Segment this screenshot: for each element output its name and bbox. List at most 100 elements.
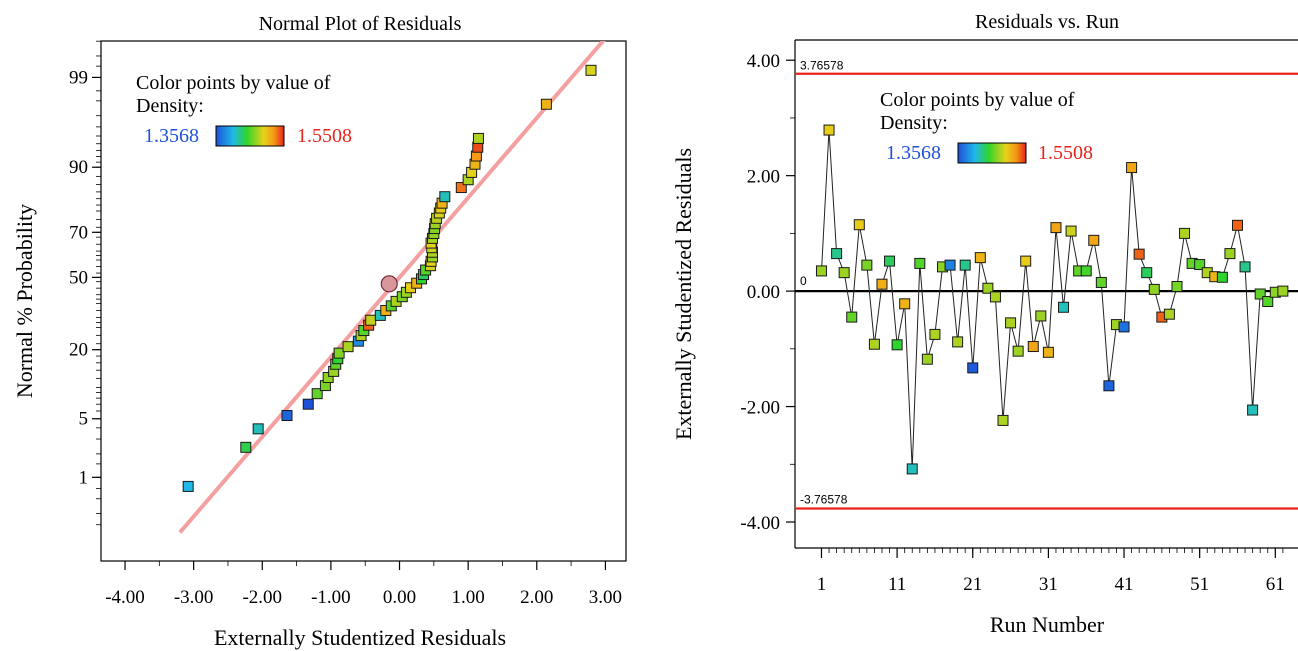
run-point (929, 328, 941, 340)
normal-y-tick-label: 50 (69, 267, 88, 288)
run-point (1012, 345, 1024, 357)
run-point (921, 353, 933, 365)
run-point (891, 339, 903, 351)
run-y-tick-label: 4.00 (747, 51, 780, 72)
run-y-tick-label: 2.00 (747, 167, 780, 188)
run-point (1194, 259, 1206, 271)
normal-point (311, 388, 323, 400)
normal-x-tick-label: 3.00 (589, 587, 622, 608)
normal-x-ticks: -4.00 -3.00 -2.00 -1.00 0.00 1.00 2.00 3.00 (105, 561, 622, 608)
normal-point (302, 398, 314, 410)
normal-x-tick-label: 2.00 (520, 587, 553, 608)
normal-point (333, 347, 345, 359)
normal-y-ticks: 1 5 20 50 70 90 99 (69, 40, 101, 526)
run-plot-title: Residuals vs. Run (975, 11, 1119, 33)
normal-point (365, 314, 377, 326)
normal-legend-min: 1.3568 (144, 125, 199, 147)
run-point (989, 291, 1001, 303)
run-zero-label: 0 (800, 274, 807, 288)
run-point (876, 278, 888, 290)
run-x-ticks: 1 11 21 31 41 51 61 (817, 548, 1285, 595)
run-y-axis-label: Externally Studentized Residuals (671, 148, 696, 440)
run-legend-min: 1.3568 (886, 142, 941, 164)
normal-plot-chart: Normal Plot of Residuals 1 5 20 50 70 90 99 -4… (12, 13, 627, 650)
normal-x-tick-label: -2.00 (242, 587, 282, 608)
run-density-legend: Color points by value of Density: 1.3568… (880, 89, 1093, 164)
normal-plot-frame (100, 40, 627, 562)
run-x-tick-label: 31 (1039, 574, 1058, 595)
run-legend-max: 1.5508 (1038, 142, 1093, 164)
run-x-tick-label: 21 (963, 574, 982, 595)
normal-y-axis-label: Normal % Probability (12, 204, 37, 398)
normal-x-tick-label: 1.00 (452, 587, 485, 608)
run-point (982, 282, 994, 294)
normal-x-axis-label: Externally Studentized Residuals (214, 625, 506, 650)
run-point (823, 124, 835, 136)
normal-point (240, 441, 252, 453)
run-point (1247, 404, 1259, 416)
run-legend-title-line1: Color points by value of (880, 89, 1075, 111)
run-point (861, 259, 873, 271)
run-point (1277, 285, 1289, 297)
run-point (1254, 288, 1266, 300)
normal-density-legend: Color points by value of Density: 1.3568… (136, 72, 352, 147)
run-point (884, 255, 896, 267)
run-point (1088, 234, 1100, 246)
normal-point (472, 132, 484, 144)
normal-x-tick-label: 0.00 (383, 587, 416, 608)
run-series (815, 124, 1289, 475)
run-point (1133, 248, 1145, 260)
normal-fit-line-group (178, 41, 606, 534)
normal-point (342, 341, 354, 353)
run-y-ticks: -4.00 -2.00 0.00 2.00 4.00 (740, 51, 795, 534)
run-point (815, 265, 827, 277)
run-point (1080, 265, 1092, 277)
residuals-vs-run-chart: Residuals vs. Run -4.00 -2.00 0.00 2.00 4.00… (671, 11, 1298, 637)
run-point (1224, 248, 1236, 260)
run-point (1216, 271, 1228, 283)
normal-x-tick-label: -3.00 (174, 587, 214, 608)
run-point (1027, 341, 1039, 353)
normal-y-tick-label: 5 (79, 409, 89, 430)
run-point (1095, 276, 1107, 288)
run-point (1148, 283, 1160, 295)
run-x-axis-label: Run Number (990, 612, 1105, 637)
run-legend-color-bar (957, 142, 1027, 164)
run-point (1035, 310, 1047, 322)
run-point (1020, 255, 1032, 267)
run-point (1239, 261, 1251, 273)
run-point (906, 463, 918, 475)
run-lower-limit-label: -3.76578 (800, 493, 848, 507)
run-point (1118, 321, 1130, 333)
normal-points (182, 64, 597, 492)
run-point (899, 298, 911, 310)
run-y-tick-label: 0.00 (747, 282, 780, 303)
run-point (952, 336, 964, 348)
normal-y-tick-label: 1 (79, 467, 89, 488)
normal-point (540, 98, 552, 110)
normal-legend-max: 1.5508 (297, 125, 352, 147)
normal-y-tick-label: 90 (69, 157, 88, 178)
run-point (1171, 280, 1183, 292)
normal-x-tick-label: -4.00 (105, 587, 145, 608)
run-upper-limit-label: 3.76578 (800, 59, 844, 73)
run-point (944, 259, 956, 271)
run-point (967, 362, 979, 374)
run-point (1058, 301, 1070, 313)
normal-legend-title-line2: Density: (136, 95, 204, 117)
run-point (831, 248, 843, 260)
run-point (1050, 222, 1062, 234)
normal-legend-color-bar (215, 125, 285, 147)
normal-point (252, 423, 264, 435)
normal-point (455, 182, 467, 194)
run-point (1231, 219, 1243, 231)
run-point (1141, 267, 1153, 279)
run-y-tick-label: -4.00 (740, 513, 780, 534)
normal-center-marker (380, 275, 398, 293)
run-point (1262, 296, 1274, 308)
normal-plot-title: Normal Plot of Residuals (259, 13, 462, 35)
run-point (1065, 225, 1077, 237)
normal-center-marker-group (380, 275, 398, 293)
normal-x-tick-label: -1.00 (311, 587, 351, 608)
